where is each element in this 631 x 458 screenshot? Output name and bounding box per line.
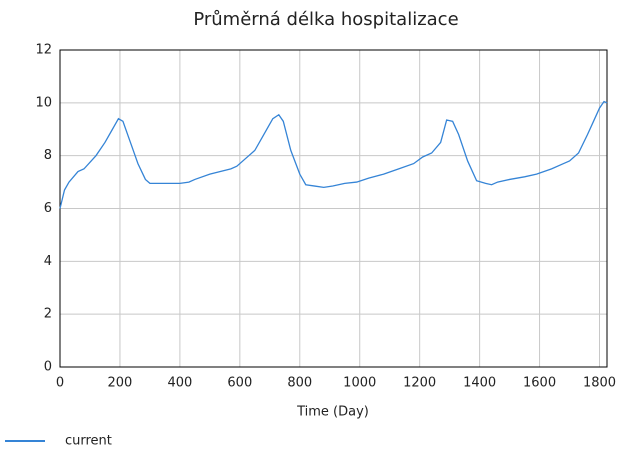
y-tick-label: 8 [44, 148, 52, 163]
x-tick-label: 1800 [583, 376, 616, 391]
x-tick-label: 400 [167, 376, 192, 391]
y-tick-label: 6 [44, 201, 52, 216]
y-tick-label: 4 [44, 254, 52, 269]
x-tick-label: 1600 [523, 376, 556, 391]
y-tick-label: 10 [35, 95, 52, 110]
x-tick-label: 1000 [343, 376, 376, 391]
y-tick-label: 0 [44, 360, 52, 375]
x-axis-label: Time (Day) [296, 405, 369, 420]
x-tick-label: 800 [287, 376, 312, 391]
legend-label: current [65, 434, 112, 449]
series-line [59, 100, 608, 209]
x-tick-label: 1200 [403, 376, 436, 391]
x-tick-label: 1400 [463, 376, 496, 391]
x-tick-label: 600 [227, 376, 252, 391]
y-tick-label: 12 [35, 43, 52, 58]
chart-title: Průměrná délka hospitalizace [193, 9, 458, 30]
y-tick-label: 2 [44, 307, 52, 322]
x-tick-label: 200 [108, 376, 133, 391]
x-tick-label: 0 [56, 376, 64, 391]
